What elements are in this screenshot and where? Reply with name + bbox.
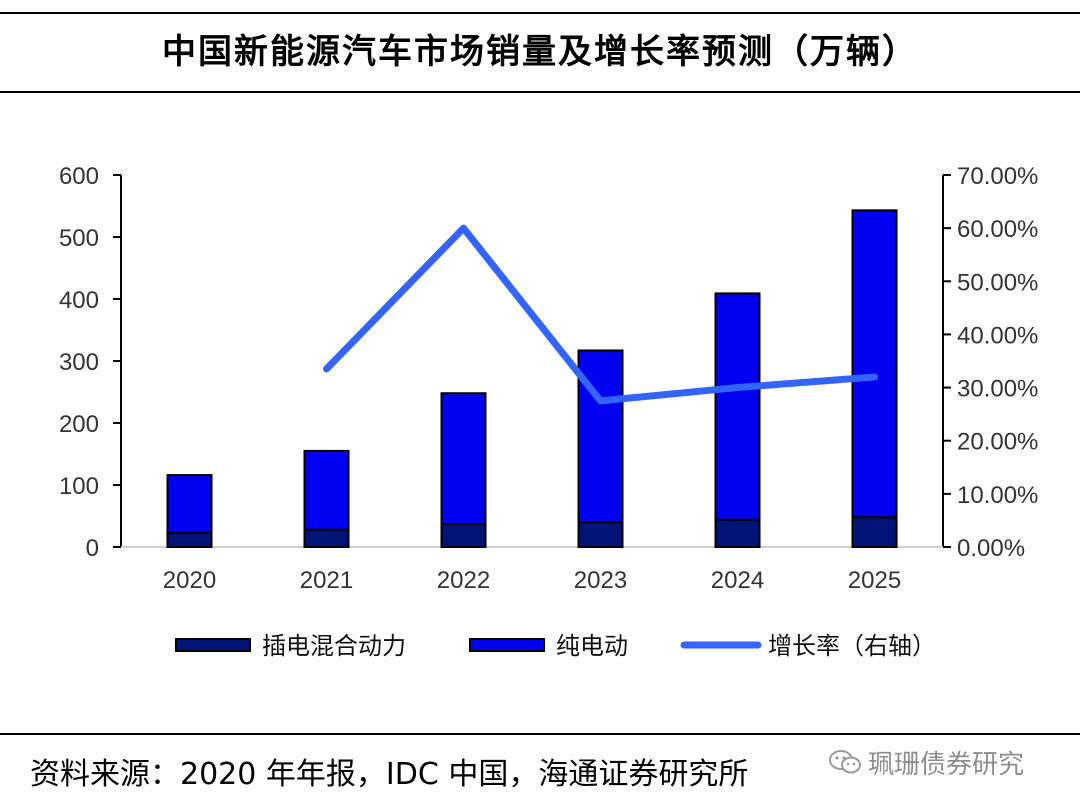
wechat-icon	[829, 750, 861, 774]
legend-label-bev: 纯电动	[556, 632, 628, 660]
x-tick-label: 2020	[163, 567, 216, 594]
left-tick-label: 400	[59, 287, 99, 314]
sales-growth-chart: 0 100 200 300 400 500 600 0.00% 10.00% 20.00% 30.0…	[59, 163, 1038, 660]
bar-bev	[851, 209, 898, 519]
left-tick-label: 0	[86, 535, 99, 562]
left-tick-label: 200	[59, 411, 99, 438]
left-tick-label: 100	[59, 473, 99, 500]
right-tick-label: 20.00%	[957, 429, 1038, 456]
right-tick-label: 70.00%	[957, 163, 1038, 190]
right-tick-label: 40.00%	[957, 322, 1038, 349]
legend-swatch-phev	[175, 638, 251, 652]
title-rule	[0, 91, 1080, 93]
right-tick-label: 10.00%	[957, 482, 1038, 509]
bar-phev	[440, 523, 487, 548]
title-bar: 中国新能源汽车市场销量及增长率预测（万辆）	[0, 0, 1080, 93]
legend: 插电混合动力 纯电动 增长率（右轴）	[175, 632, 936, 660]
axes	[113, 174, 951, 548]
source-note: 资料来源：2020 年年报，IDC 中国，海通证券研究所	[30, 757, 749, 792]
left-tick-label: 600	[59, 163, 99, 190]
growth-rate-line	[323, 224, 878, 405]
bar-bev	[440, 392, 487, 526]
bars	[166, 209, 898, 549]
x-tick-label: 2023	[574, 567, 627, 594]
tick-labels: 0 100 200 300 400 500 600 0.00% 10.00% 20.00% 30.0…	[59, 163, 1038, 594]
x-tick-label: 2024	[711, 567, 764, 594]
bar-phev	[714, 518, 761, 549]
x-tick-label: 2021	[300, 567, 353, 594]
source-rule	[0, 733, 1080, 735]
right-tick-label: 50.00%	[957, 269, 1038, 296]
left-tick-label: 300	[59, 349, 99, 376]
bar-bev	[166, 474, 213, 534]
growth-line-layer	[323, 224, 878, 405]
legend-label-phev: 插电混合动力	[262, 632, 406, 660]
bar-phev	[851, 516, 898, 548]
legend-label-growth: 增长率（右轴）	[768, 632, 936, 660]
x-tick-label: 2025	[848, 567, 901, 594]
chart-title: 中国新能源汽车市场销量及增长率预测（万辆）	[162, 32, 918, 72]
right-tick-label: 60.00%	[957, 216, 1038, 243]
bar-bev	[303, 449, 350, 531]
bar-phev	[166, 531, 213, 548]
watermark: 珮珊债券研究	[828, 742, 1024, 782]
right-tick-label: 0.00%	[957, 535, 1025, 562]
bar-bev	[714, 292, 761, 521]
top-rule	[0, 12, 1080, 14]
bar-phev	[577, 521, 624, 549]
bar-phev	[303, 528, 350, 549]
left-tick-label: 500	[59, 225, 99, 252]
legend-swatch-bev	[469, 638, 545, 652]
x-tick-label: 2022	[437, 567, 490, 594]
right-tick-label: 30.00%	[957, 376, 1038, 403]
watermark-text: 珮珊债券研究	[868, 749, 1025, 780]
